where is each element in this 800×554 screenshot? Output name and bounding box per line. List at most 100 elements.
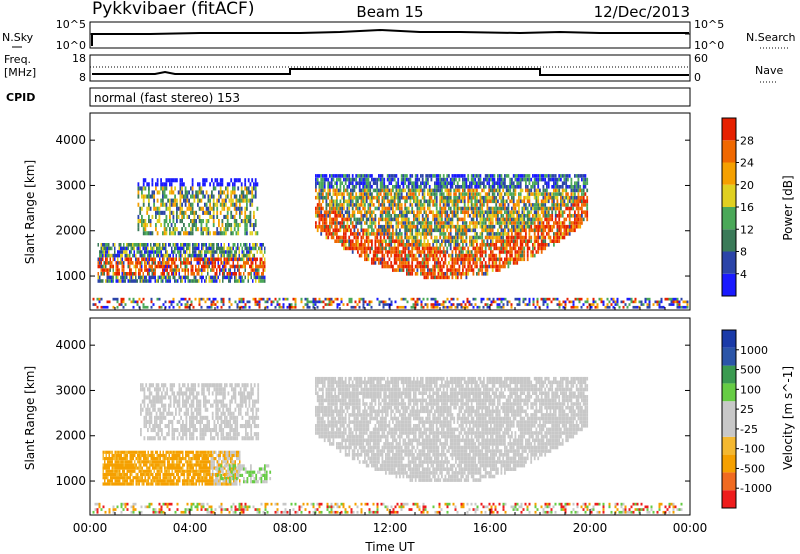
echo-cell	[577, 174, 580, 178]
echo-cell	[374, 246, 377, 251]
echo-cell	[379, 192, 382, 196]
echo-cell	[476, 221, 478, 225]
echo-cell	[660, 305, 663, 309]
echo-cell	[246, 300, 249, 304]
echo-cell	[239, 206, 241, 211]
echo-cell	[399, 253, 401, 258]
echo-cell	[652, 303, 655, 306]
echo-cell	[441, 199, 443, 204]
echo-cell	[233, 227, 236, 232]
echo-cell	[586, 203, 589, 207]
echo-cell	[198, 214, 201, 219]
echo-cell	[336, 206, 338, 211]
echo-cell	[554, 217, 557, 222]
echo-cell	[437, 268, 440, 272]
echo-cell	[535, 250, 538, 254]
echo-cell	[139, 275, 141, 280]
echo-cell	[572, 224, 575, 229]
echo-cell	[183, 250, 185, 254]
echo-cell	[142, 182, 145, 187]
echo-cell	[241, 257, 243, 262]
echo-cell	[502, 228, 505, 233]
echo-cell	[178, 275, 180, 280]
echo-cell	[474, 214, 477, 218]
echo-cell	[330, 297, 333, 301]
echo-cell	[266, 297, 269, 301]
echo-cell	[178, 272, 180, 276]
echo-cell	[551, 214, 554, 218]
echo-cell	[476, 217, 478, 222]
echo-cell	[451, 257, 454, 262]
echo-cell	[414, 246, 417, 251]
echo-cell	[376, 206, 379, 211]
echo-cell	[528, 174, 531, 178]
echo-cell	[322, 221, 324, 225]
echo-cell	[346, 188, 349, 193]
echo-cell	[486, 235, 489, 240]
echo-cell	[256, 243, 258, 247]
echo-cell	[351, 181, 354, 185]
echo-cell	[472, 206, 475, 211]
echo-cell	[512, 228, 515, 233]
echo-cell	[582, 174, 585, 178]
echo-cell	[226, 186, 229, 191]
echo-cell	[542, 199, 545, 204]
echo-cell	[139, 210, 142, 215]
echo-cell	[435, 250, 438, 254]
echo-cell	[222, 261, 224, 265]
echo-cell	[469, 235, 471, 240]
echo-cell	[532, 297, 535, 301]
echo-cell	[425, 261, 428, 265]
echo-cell	[320, 192, 323, 196]
echo-cell	[388, 217, 391, 222]
echo-cell	[316, 203, 319, 207]
echo-cell	[381, 253, 384, 258]
echo-cell	[474, 232, 477, 236]
echo-cell	[458, 250, 461, 254]
echo-cell	[254, 223, 257, 228]
echo-cell	[409, 253, 412, 258]
echo-cell	[129, 275, 131, 280]
echo-cell	[404, 199, 407, 204]
echo-cell	[160, 253, 162, 258]
echo-cell	[540, 246, 543, 251]
echo-cell	[164, 300, 167, 304]
echo-cell	[120, 275, 122, 280]
echo-cell	[223, 202, 226, 207]
echo-cell	[393, 239, 396, 243]
echo-cell	[532, 185, 534, 189]
echo-cell	[406, 243, 408, 247]
echo-cell	[411, 188, 414, 193]
echo-cell	[402, 217, 405, 222]
echo-cell	[193, 214, 196, 219]
echo-cell	[364, 181, 366, 185]
echo-cell	[481, 217, 484, 222]
echo-cell	[418, 264, 421, 269]
echo-cell	[246, 219, 248, 224]
echo-cell	[385, 228, 387, 233]
echo-cell	[463, 224, 466, 229]
echo-cell	[420, 243, 422, 247]
echo-cell	[427, 199, 429, 204]
echo-cell	[572, 203, 575, 207]
echo-cell	[537, 235, 540, 240]
echo-cell	[148, 206, 150, 211]
echo-cell	[430, 224, 433, 229]
echo-cell	[640, 300, 643, 304]
echo-cell	[156, 190, 159, 195]
echo-cell	[171, 268, 173, 272]
echo-cell	[414, 303, 417, 306]
echo-cell	[209, 202, 211, 207]
echo-cell	[159, 264, 161, 269]
echo-cell	[498, 257, 501, 262]
echo-cell	[174, 202, 176, 207]
echo-cell	[130, 300, 133, 304]
echo-cell	[416, 232, 419, 236]
echo-cell	[190, 300, 193, 304]
echo-cell	[330, 174, 333, 178]
echo-cell	[574, 185, 576, 189]
echo-cell	[133, 250, 135, 254]
echo-cell	[148, 182, 150, 187]
echo-cell	[135, 279, 137, 283]
echo-cell	[540, 177, 543, 182]
